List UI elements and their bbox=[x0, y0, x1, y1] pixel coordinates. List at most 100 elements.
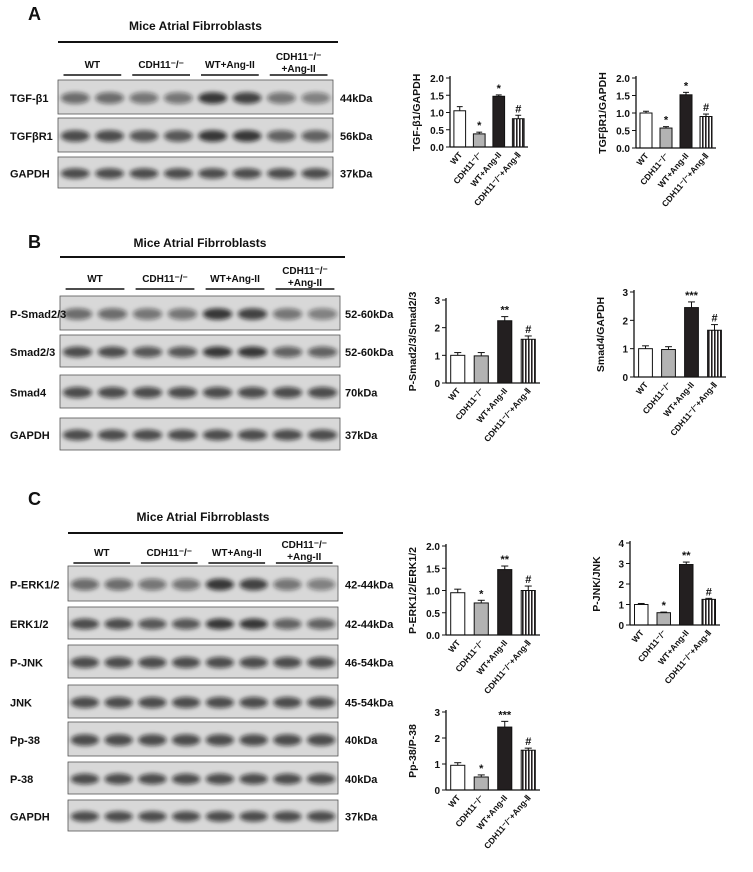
blot-band bbox=[171, 656, 201, 669]
blot-band bbox=[62, 346, 93, 358]
bar bbox=[520, 590, 536, 636]
size-label: 40kDa bbox=[345, 774, 378, 786]
blot-band bbox=[272, 429, 303, 441]
group-label: +Ang-II bbox=[287, 552, 321, 563]
blot-title: Mice Atrial Fibrroblasts bbox=[137, 510, 270, 524]
y-tick-label: 1 bbox=[434, 351, 440, 362]
blot-band bbox=[301, 130, 331, 142]
bar bbox=[497, 320, 513, 384]
blot-band bbox=[205, 656, 235, 669]
blot-band bbox=[232, 168, 262, 179]
blot-band bbox=[239, 618, 268, 630]
blot-band bbox=[129, 92, 159, 104]
blot-band bbox=[167, 386, 198, 399]
group-label: WT+Ang-II bbox=[212, 548, 262, 559]
blot-band bbox=[97, 346, 128, 358]
x-tick-label: WT bbox=[446, 637, 463, 654]
y-tick-label: 2 bbox=[434, 324, 440, 335]
blot-band bbox=[129, 168, 159, 179]
y-tick-label: 1.0 bbox=[430, 109, 444, 120]
blot-band bbox=[198, 130, 228, 142]
significance: * bbox=[684, 80, 689, 92]
blot-band bbox=[198, 168, 228, 179]
significance: # bbox=[703, 102, 709, 114]
blot-band bbox=[232, 130, 262, 142]
y-tick-label: 3 bbox=[434, 296, 440, 307]
size-label: 46-54kDa bbox=[345, 658, 394, 670]
significance: # bbox=[706, 586, 712, 598]
blot-band bbox=[306, 773, 336, 785]
blot-band bbox=[307, 429, 338, 441]
size-label: 70kDa bbox=[345, 388, 378, 400]
blot-band bbox=[306, 656, 336, 669]
blot-band bbox=[239, 811, 268, 822]
y-tick-label: 1.5 bbox=[430, 91, 444, 102]
row-label: GAPDH bbox=[10, 812, 50, 824]
bar bbox=[701, 598, 716, 626]
blot-band bbox=[70, 696, 100, 709]
blot-band bbox=[202, 308, 233, 320]
blot-band bbox=[272, 386, 303, 399]
size-label: 37kDa bbox=[345, 812, 378, 824]
bar bbox=[520, 338, 536, 384]
size-label: 44kDa bbox=[340, 93, 373, 105]
blot-band bbox=[232, 92, 262, 104]
y-tick-label: 1 bbox=[622, 345, 628, 356]
y-tick-label: 3 bbox=[622, 288, 628, 299]
y-axis-label: P-Smad2/3/Smad2/3 bbox=[407, 291, 419, 391]
blot-band bbox=[70, 618, 100, 630]
blot-band bbox=[306, 618, 336, 630]
blot-band bbox=[95, 168, 124, 179]
blot-band bbox=[62, 386, 93, 399]
row-label: P-ERK1/2 bbox=[10, 580, 60, 592]
blot-band bbox=[267, 92, 296, 104]
blot-band bbox=[167, 308, 198, 320]
blot-band bbox=[307, 386, 338, 399]
blot-band bbox=[104, 773, 133, 785]
blot-band bbox=[237, 386, 268, 399]
significance: * bbox=[497, 83, 502, 95]
blot-band bbox=[60, 168, 90, 179]
blot-band bbox=[307, 346, 338, 358]
group-label: WT bbox=[94, 548, 110, 559]
y-tick-label: 0.0 bbox=[426, 631, 440, 642]
size-label: 42-44kDa bbox=[345, 619, 394, 631]
bar bbox=[497, 569, 513, 636]
blot-band bbox=[272, 346, 303, 358]
blot-band bbox=[237, 429, 268, 441]
y-tick-label: 4 bbox=[618, 539, 624, 550]
y-tick-label: 1 bbox=[618, 601, 624, 612]
x-tick-label: WT bbox=[634, 150, 651, 167]
blot-band bbox=[62, 429, 93, 441]
blot-band bbox=[202, 386, 233, 399]
size-label: 56kDa bbox=[340, 131, 373, 143]
blot-band bbox=[132, 346, 163, 358]
blot-band bbox=[202, 346, 233, 358]
blot-band bbox=[138, 696, 167, 709]
blot-band bbox=[104, 811, 133, 822]
y-axis-label: Smad4/GAPDH bbox=[595, 297, 607, 372]
blot-band bbox=[104, 618, 133, 630]
y-axis-label: P-JNK/JNK bbox=[591, 556, 603, 612]
size-label: 40kDa bbox=[345, 735, 378, 747]
size-label: 37kDa bbox=[345, 430, 378, 442]
bar bbox=[661, 349, 676, 378]
blot-band bbox=[97, 429, 128, 441]
y-tick-label: 0 bbox=[434, 379, 440, 390]
y-tick-label: 2.0 bbox=[426, 542, 440, 553]
blot-band bbox=[104, 578, 133, 591]
blot-band bbox=[205, 811, 235, 822]
group-label: +Ang-II bbox=[282, 64, 316, 75]
blot-band bbox=[307, 308, 338, 320]
blot-band bbox=[306, 696, 336, 709]
blot-band bbox=[104, 656, 133, 669]
blot-band bbox=[163, 168, 193, 179]
blot-band bbox=[163, 130, 193, 142]
size-label: 52-60kDa bbox=[345, 309, 394, 321]
y-tick-label: 0 bbox=[622, 373, 628, 384]
blot-band bbox=[171, 618, 201, 630]
y-tick-label: 0.5 bbox=[426, 609, 440, 620]
blot-band bbox=[301, 168, 331, 179]
bar bbox=[679, 564, 694, 626]
significance: * bbox=[662, 600, 667, 612]
